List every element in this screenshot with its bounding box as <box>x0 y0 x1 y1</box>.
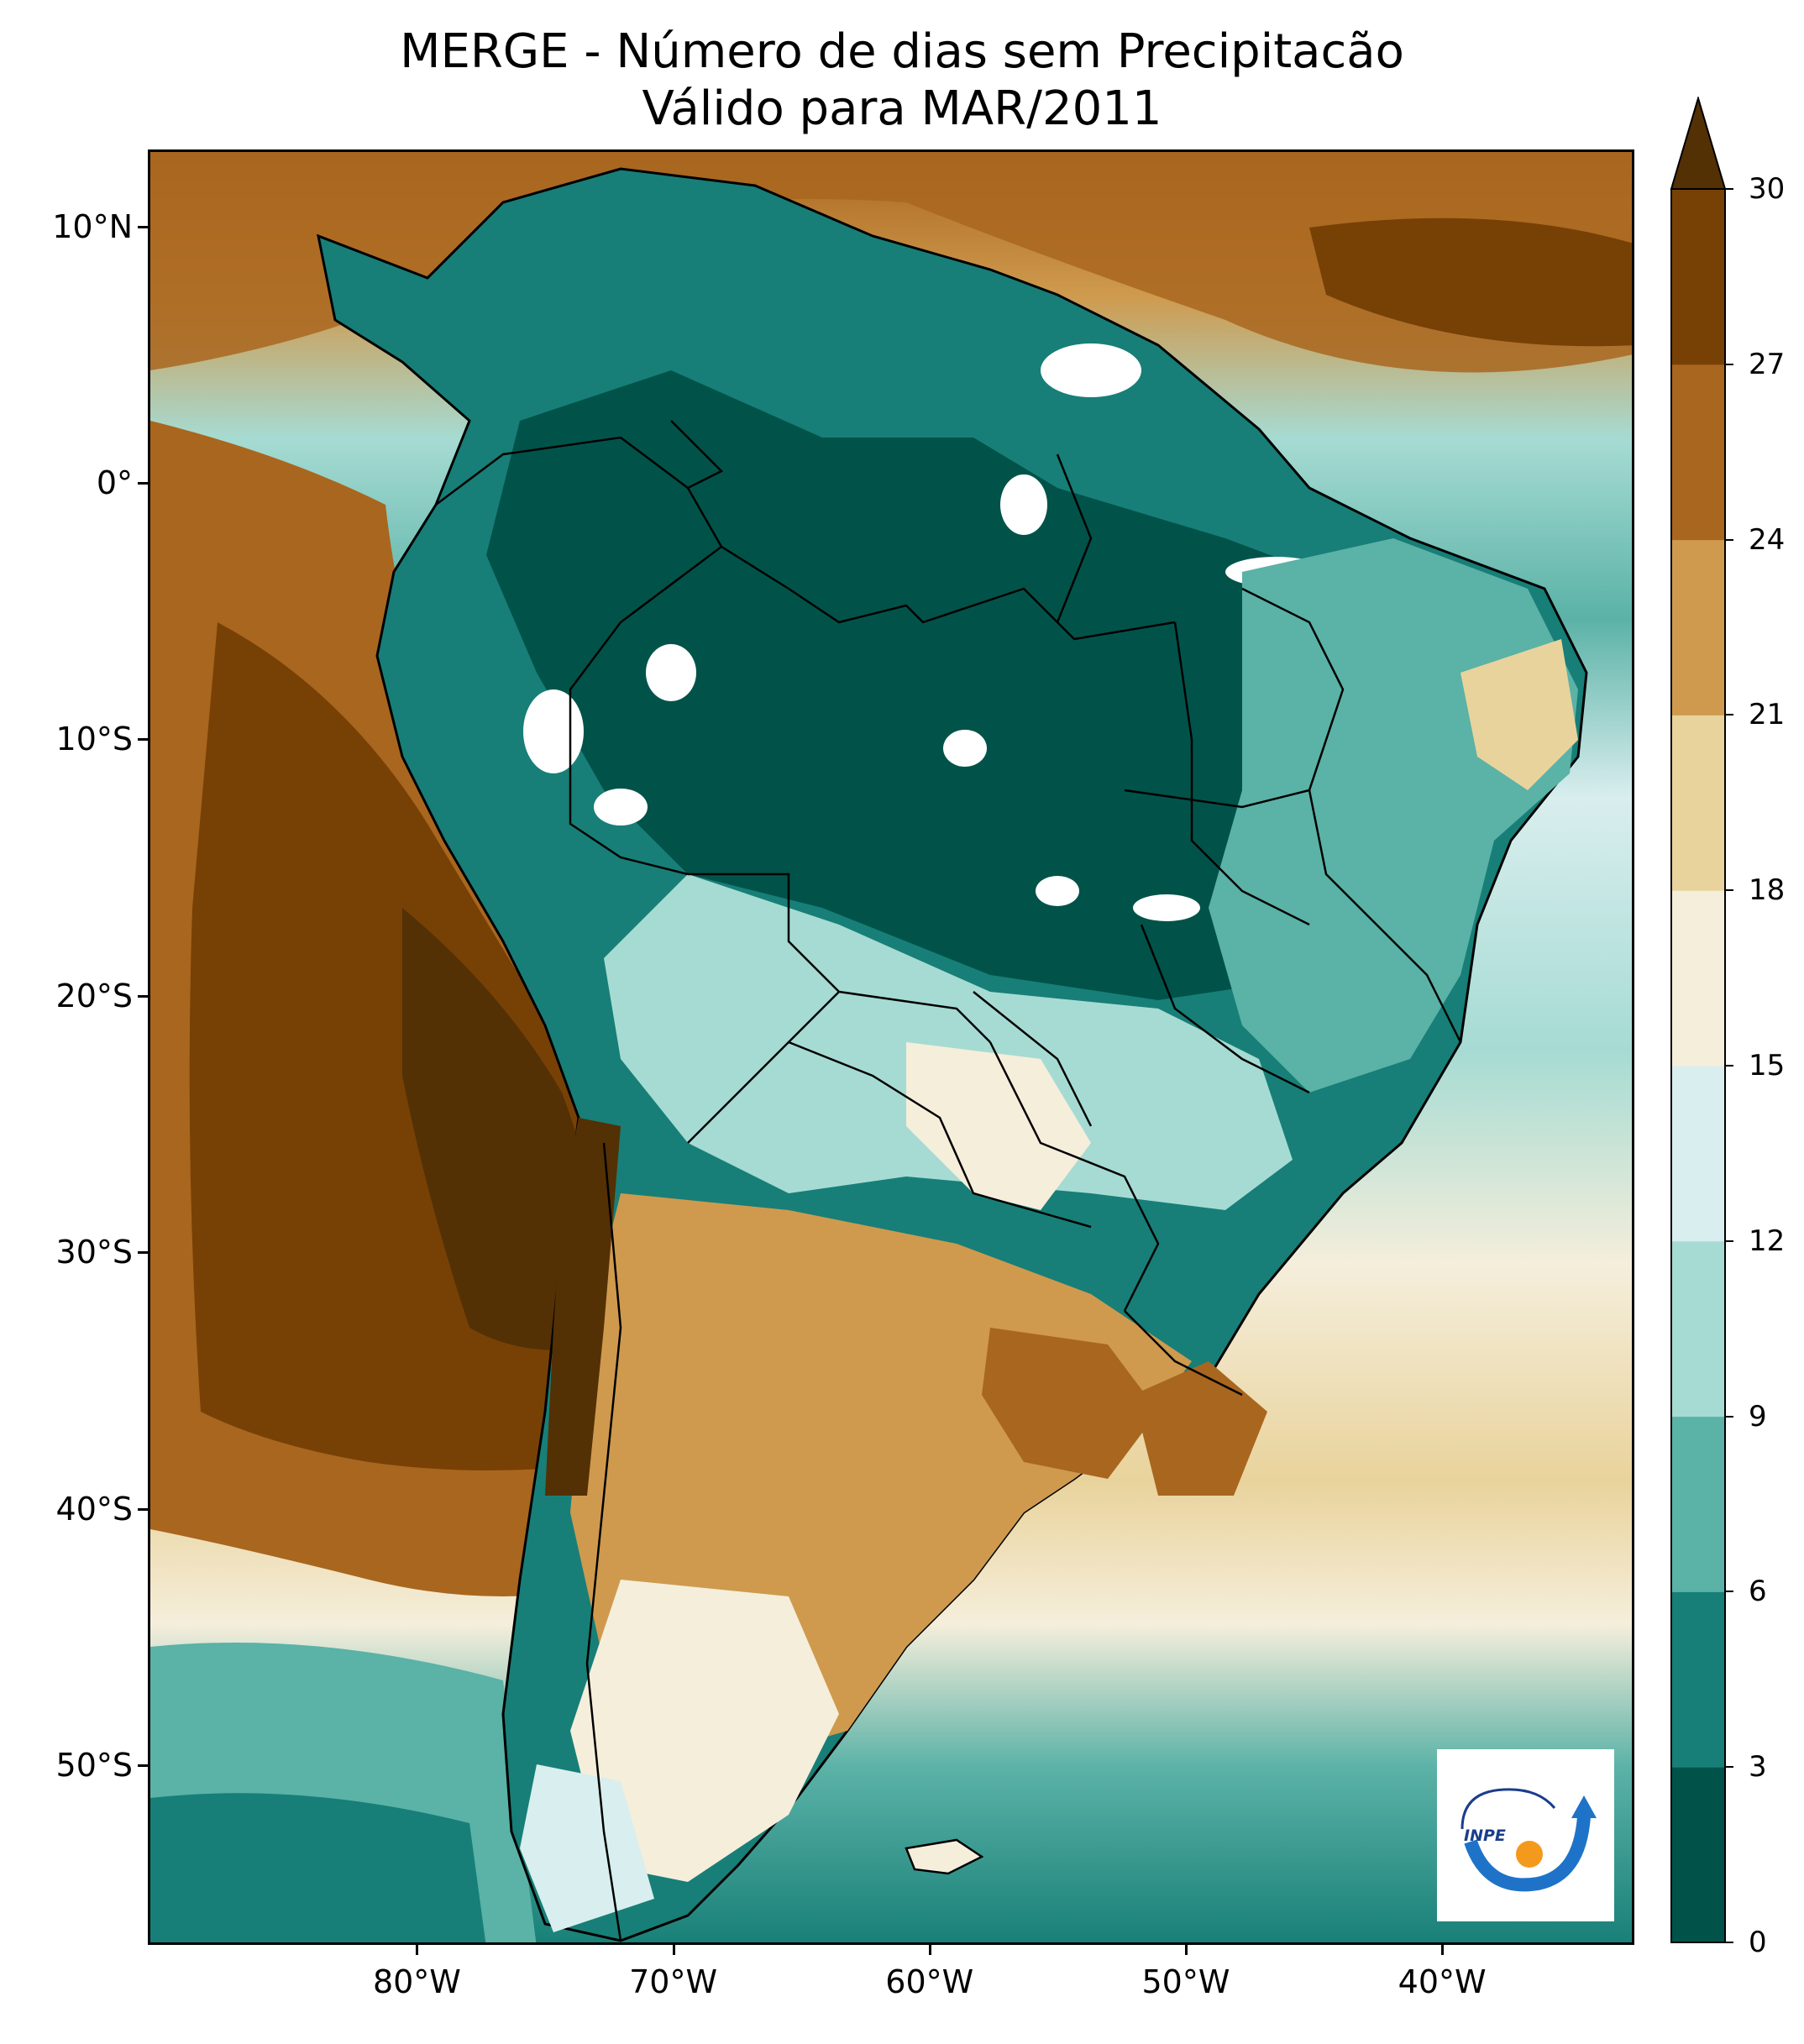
inpe-logo-text: INPE <box>1464 1826 1506 1845</box>
colorbar-label: 18 <box>1749 873 1786 908</box>
lat-label: 10°S <box>55 721 133 758</box>
patagonia-south-wet <box>520 1764 654 1932</box>
colorbar-segment <box>1671 890 1725 1067</box>
falkland-islands <box>905 1838 984 1875</box>
patagonia-light <box>570 1580 839 1882</box>
central-moderate <box>604 874 1293 1210</box>
colorbar-segment <box>1671 539 1725 715</box>
colorbar-tick <box>1725 1942 1733 1943</box>
lon-tick <box>1184 1945 1188 1955</box>
colorbar-label: 3 <box>1749 1750 1767 1785</box>
colorbar-segment <box>1671 1240 1725 1418</box>
colorbar-extend-arrow <box>1670 97 1727 190</box>
colorbar-segment <box>1671 1066 1725 1242</box>
colorbar-label: 27 <box>1749 347 1786 381</box>
lat-tick <box>138 225 148 228</box>
lat-label: 20°S <box>55 977 133 1014</box>
lat-tick <box>138 1764 148 1768</box>
colorbar-segment <box>1671 1767 1725 1943</box>
colorbar-label: 12 <box>1749 1224 1786 1258</box>
lat-tick <box>138 1251 148 1255</box>
uruguay-dry <box>1133 1361 1267 1496</box>
lat-label: 40°S <box>55 1490 133 1528</box>
colorbar-tick <box>1725 1591 1733 1593</box>
colorbar-segment <box>1671 715 1725 891</box>
inpe-logo-graphic <box>1461 1788 1597 1892</box>
country-borders <box>435 420 1462 1942</box>
colorbar-segment <box>1671 1591 1725 1768</box>
northeast-dry <box>1461 639 1578 790</box>
colorbar-segment <box>1671 364 1725 541</box>
lon-label: 40°W <box>1398 1963 1487 2000</box>
inpe-logo: INPE <box>1437 1749 1614 1921</box>
lon-label: 70°W <box>629 1963 718 2000</box>
lat-tick <box>138 994 148 998</box>
lat-label: 50°S <box>55 1747 133 1785</box>
colorbar <box>1670 97 1727 1943</box>
lon-label: 50°W <box>1141 1963 1230 2000</box>
map-subtitle: Válido para MAR/2011 <box>642 81 1162 136</box>
lon-tick <box>672 1945 675 1955</box>
colorbar-label: 21 <box>1749 698 1786 732</box>
lat-label: 0° <box>96 464 133 502</box>
colorbar-label: 0 <box>1749 1926 1767 1959</box>
lon-tick <box>928 1945 931 1955</box>
colorbar-label: 6 <box>1749 1575 1767 1609</box>
colorbar-tick <box>1725 1766 1733 1769</box>
lat-tick <box>138 1507 148 1511</box>
colorbar-tick <box>1725 889 1733 892</box>
lon-tick <box>416 1945 419 1955</box>
colorbar-label: 24 <box>1749 522 1786 557</box>
lon-label: 80°W <box>372 1963 461 2000</box>
pampa-very-dry <box>982 1328 1158 1479</box>
north-dry-core <box>1309 218 1632 347</box>
lon-label: 60°W <box>885 1963 974 2000</box>
colorbar-tick <box>1725 714 1733 716</box>
colorbar-segment <box>1671 189 1725 365</box>
lat-tick <box>138 482 148 485</box>
map-title: MERGE - Número de dias sem Precipitacão <box>400 24 1404 79</box>
pacific-extreme-dry <box>402 908 604 1350</box>
colorbar-label: 9 <box>1749 1399 1767 1433</box>
lat-label: 10°N <box>52 207 133 245</box>
colorbar-label: 30 <box>1749 172 1786 206</box>
colorbar-tick <box>1725 538 1733 541</box>
map-panel <box>148 149 1634 1945</box>
amazon-wet-core <box>486 370 1377 1000</box>
colorbar-label: 15 <box>1749 1049 1786 1082</box>
no-data-patches <box>523 343 1326 921</box>
lon-tick <box>1441 1945 1445 1955</box>
colorbar-tick <box>1725 363 1733 365</box>
lat-label: 30°S <box>55 1234 133 1271</box>
colorbar-tick <box>1725 1065 1733 1067</box>
lat-tick <box>138 738 148 742</box>
colorbar-tick <box>1725 1415 1733 1418</box>
chaco-dry <box>906 1042 1091 1210</box>
chile-dry-strip <box>545 1118 621 1496</box>
colorbar-segment <box>1671 1416 1725 1592</box>
precipitation-map <box>150 152 1632 1942</box>
colorbar-tick <box>1725 188 1733 190</box>
pacific-south-wet <box>150 1793 486 1942</box>
colorbar-tick <box>1725 1240 1733 1242</box>
